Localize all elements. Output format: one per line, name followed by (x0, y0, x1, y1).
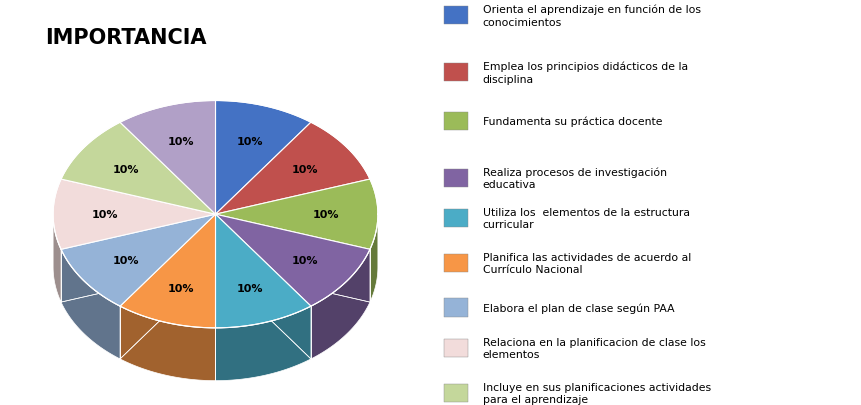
Text: Realiza procesos de investigación
educativa: Realiza procesos de investigación educat… (482, 167, 666, 190)
Text: 10%: 10% (168, 136, 195, 146)
Polygon shape (120, 307, 215, 381)
Polygon shape (369, 215, 377, 303)
Bar (443, 169, 467, 187)
Text: IMPORTANCIA: IMPORTANCIA (46, 28, 207, 48)
Bar (443, 64, 467, 82)
Polygon shape (61, 215, 215, 307)
Text: 10%: 10% (236, 136, 263, 146)
Polygon shape (311, 250, 369, 359)
Polygon shape (53, 215, 61, 303)
Bar (443, 254, 467, 272)
Bar (443, 210, 467, 228)
Text: 10%: 10% (291, 255, 318, 265)
Text: 10%: 10% (168, 283, 195, 293)
Polygon shape (53, 179, 215, 250)
Text: 10%: 10% (291, 164, 318, 174)
Polygon shape (61, 123, 215, 215)
Polygon shape (120, 101, 215, 215)
Polygon shape (215, 215, 369, 307)
Bar (443, 7, 467, 25)
Bar (443, 299, 467, 317)
Polygon shape (215, 307, 311, 381)
Polygon shape (120, 215, 215, 328)
Polygon shape (215, 123, 369, 215)
Text: 10%: 10% (313, 210, 338, 220)
Polygon shape (215, 215, 311, 328)
Bar (443, 339, 467, 357)
Text: Relaciona en la planificacion de clase los
elementos: Relaciona en la planificacion de clase l… (482, 337, 704, 360)
Text: Utiliza los  elementos de la estructura
curricular: Utiliza los elementos de la estructura c… (482, 207, 689, 230)
Bar (443, 112, 467, 130)
Text: Planifica las actividades de acuerdo al
Currículo Nacional: Planifica las actividades de acuerdo al … (482, 252, 691, 275)
Text: Fundamenta su práctica docente: Fundamenta su práctica docente (482, 116, 661, 127)
Text: Elabora el plan de clase según PAA: Elabora el plan de clase según PAA (482, 303, 673, 313)
Polygon shape (61, 250, 120, 359)
Text: 10%: 10% (113, 164, 139, 174)
Text: Orienta el aprendizaje en función de los
conocimientos: Orienta el aprendizaje en función de los… (482, 5, 700, 28)
Text: Incluye en sus planificaciones actividades
para el aprendizaje: Incluye en sus planificaciones actividad… (482, 382, 710, 404)
Text: 10%: 10% (236, 283, 263, 293)
Polygon shape (215, 179, 377, 250)
Text: Emplea los principios didácticos de la
disciplina: Emplea los principios didácticos de la d… (482, 62, 687, 84)
Text: 10%: 10% (92, 210, 118, 220)
Polygon shape (215, 101, 311, 215)
Text: 10%: 10% (113, 255, 139, 265)
Bar (443, 384, 467, 402)
